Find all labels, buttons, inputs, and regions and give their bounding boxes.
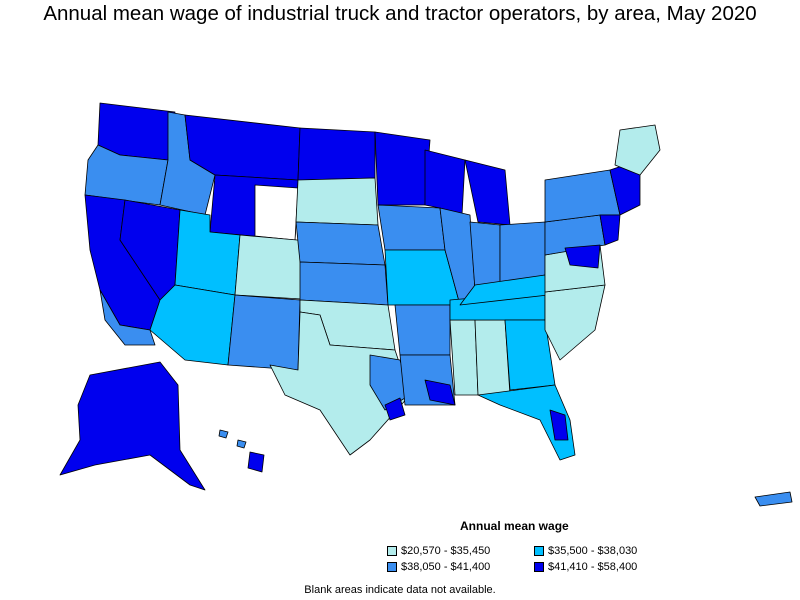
legend-label-3: $38,050 - $41,400 (401, 561, 491, 573)
alaska-region (59, 361, 206, 491)
alabama-region (474, 319, 511, 396)
map-title: Annual mean wage of industrial truck and… (43, 2, 757, 25)
legend-swatch-1 (387, 546, 397, 556)
nebraska-region (295, 221, 386, 266)
arkansas-region (394, 304, 451, 356)
legend-label-2: $35,500 - $38,030 (548, 545, 638, 557)
indiana-region (469, 221, 501, 291)
legend-title: Annual mean wage (460, 519, 569, 533)
new-mexico-region (227, 294, 301, 371)
new-jersey-region (599, 214, 621, 246)
legend-item-4: $41,410 - $58,400 (534, 561, 637, 573)
legend-swatch-3 (387, 562, 397, 572)
minnesota-region (374, 131, 431, 206)
south-dakota-region (295, 177, 379, 226)
new-york-region (544, 169, 621, 223)
legend-swatch-4 (534, 562, 544, 572)
legend-swatch-2 (534, 546, 544, 556)
legend-item-2: $35,500 - $38,030 (534, 545, 637, 557)
hawaii-island-1 (218, 429, 229, 439)
mississippi-region (449, 319, 479, 396)
legend-item-1: $20,570 - $35,450 (387, 545, 490, 557)
michigan-region (464, 159, 511, 226)
maine-region (614, 124, 661, 176)
southern-california-region (99, 289, 156, 346)
legend-label-1: $20,570 - $35,450 (401, 545, 491, 557)
florida-region (477, 384, 576, 461)
hawaii-island-3 (247, 451, 265, 473)
legend-item-3: $38,050 - $41,400 (387, 561, 490, 573)
maryland-region (564, 244, 601, 269)
carolinas-region (544, 284, 606, 361)
ohio-region (499, 221, 546, 286)
legend-label-4: $41,410 - $58,400 (548, 561, 638, 573)
south-florida-region (549, 409, 569, 441)
new-orleans-region (424, 379, 456, 406)
north-dakota-region (297, 127, 376, 181)
hawaii-island-2 (236, 439, 247, 449)
houston-region (384, 397, 406, 421)
wisconsin-region (424, 149, 466, 216)
no-data-note: Blank areas indicate data not available. (304, 584, 496, 596)
wyoming-no-data (254, 184, 299, 241)
iowa-region (377, 204, 446, 251)
kansas-region (299, 261, 389, 306)
puerto-rico-region (754, 491, 793, 507)
arizona-region (149, 284, 236, 366)
